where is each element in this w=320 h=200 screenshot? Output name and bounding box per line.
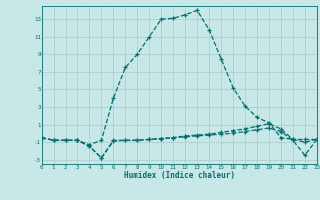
X-axis label: Humidex (Indice chaleur): Humidex (Indice chaleur) <box>124 171 235 180</box>
